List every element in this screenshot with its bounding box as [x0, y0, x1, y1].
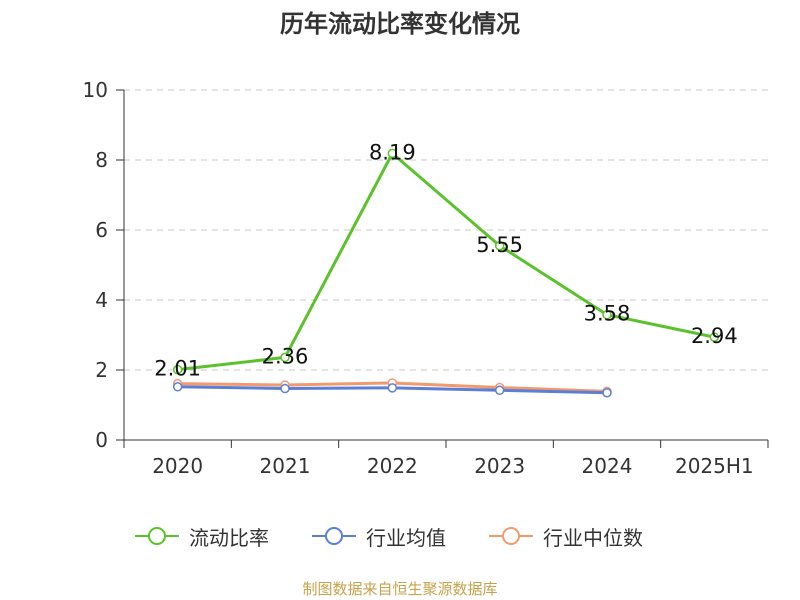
- y-tick-label: 4: [95, 288, 108, 312]
- data-label: 2.36: [262, 344, 309, 368]
- x-tick-label: 2023: [474, 454, 525, 478]
- x-tick-label: 2021: [260, 454, 311, 478]
- legend-item-current-ratio[interactable]: 流动比率: [133, 518, 269, 554]
- data-label: 3.58: [584, 302, 631, 326]
- data-point[interactable]: [280, 383, 290, 394]
- data-point[interactable]: [387, 383, 398, 393]
- legend-marker-industry-mean: [312, 527, 356, 545]
- data-point[interactable]: [494, 385, 505, 396]
- legend-item-industry-mean[interactable]: 行业均值: [310, 518, 446, 554]
- data-point[interactable]: [709, 332, 720, 342]
- legend-label: 行业中位数: [543, 525, 643, 550]
- x-tick-label: 2025H1: [675, 454, 754, 478]
- x-tick-label: 2022: [367, 454, 418, 478]
- legend: 流动比率 行业均值 行业中位数: [0, 518, 800, 554]
- data-label: 5.55: [476, 233, 523, 257]
- legend-label: 行业均值: [366, 525, 446, 550]
- data-point[interactable]: [172, 364, 183, 375]
- legend-marker-current-ratio: [135, 527, 179, 545]
- y-tick-label: 0: [95, 428, 108, 452]
- data-point[interactable]: [280, 352, 290, 363]
- series-line: [177, 151, 715, 372]
- data-point[interactable]: [387, 148, 398, 159]
- y-tick-label: 8: [95, 148, 108, 172]
- data-point[interactable]: [602, 388, 612, 398]
- x-tick-label: 2020: [152, 454, 203, 478]
- legend-item-industry-median[interactable]: 行业中位数: [487, 518, 643, 554]
- data-point[interactable]: [602, 309, 612, 320]
- chart-title: 历年流动比率变化情况: [280, 10, 520, 38]
- y-tick-label: 6: [95, 218, 108, 242]
- data-point[interactable]: [172, 382, 183, 392]
- legend-label: 流动比率: [189, 525, 269, 550]
- y-tick-label: 2: [95, 358, 108, 382]
- data-point[interactable]: [494, 241, 505, 251]
- data-label: 8.19: [369, 140, 416, 164]
- data-source-note: 制图数据来自恒生聚源数据库: [302, 580, 498, 598]
- data-label: 2.94: [691, 324, 738, 348]
- legend-marker-industry-median: [489, 527, 533, 545]
- y-tick-label: 10: [83, 78, 108, 102]
- x-tick-label: 2024: [582, 454, 633, 478]
- data-label: 2.01: [154, 357, 201, 381]
